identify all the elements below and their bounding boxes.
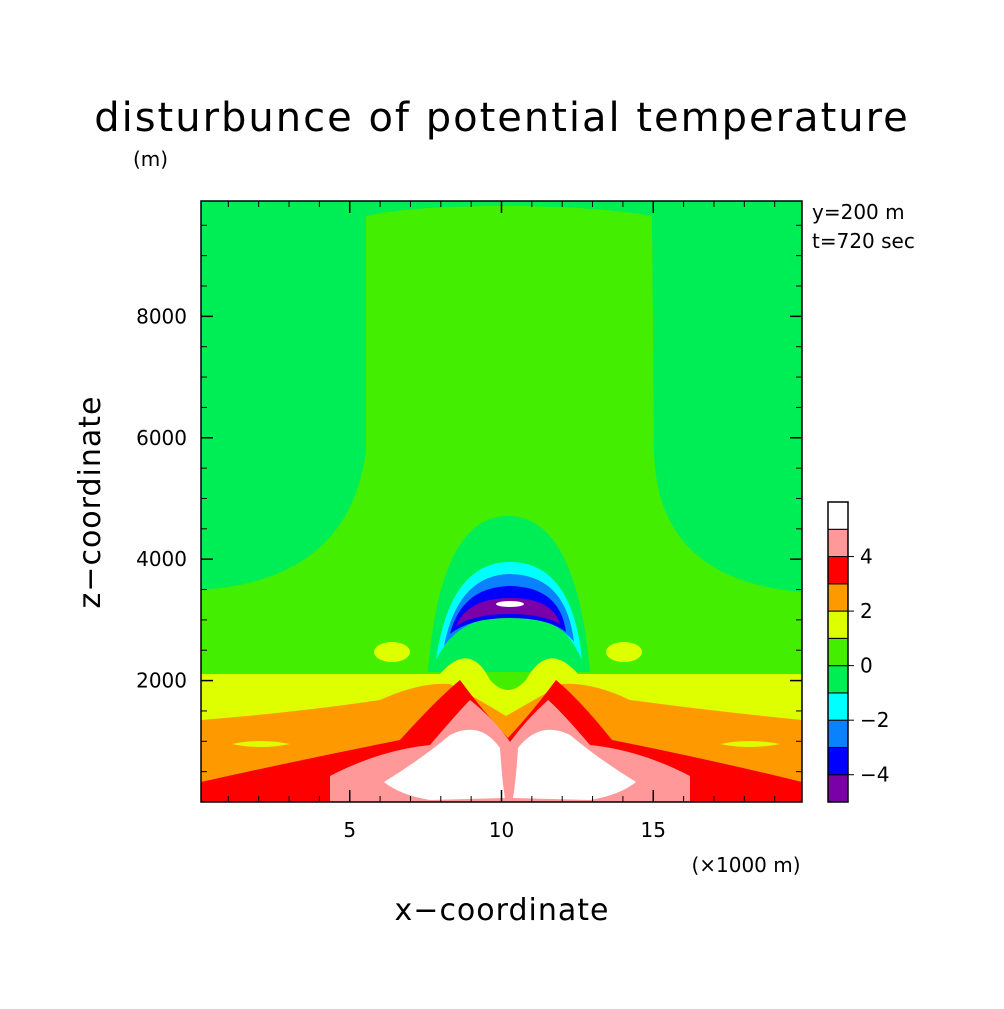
- contour-above-5-right: [513, 729, 636, 800]
- x-axis-label: x−coordinate: [395, 893, 610, 928]
- y-axis-label: z−coordinate: [73, 396, 108, 609]
- colorbar-swatch: [827, 556, 849, 585]
- colorbar-swatch: [827, 746, 849, 776]
- colorbar-swatch: [827, 774, 849, 803]
- colorbar-swatch: [827, 528, 849, 558]
- contour-level-0-to-1: [201, 206, 802, 802]
- x-tick-label: 15: [641, 818, 666, 842]
- colorbar-swatch: [827, 583, 849, 612]
- colorbar-swatch: [827, 665, 849, 694]
- colorbar-swatch: [827, 719, 849, 748]
- x-tick-label: 10: [489, 818, 514, 842]
- y-tick-label: 4000: [136, 547, 187, 571]
- colorbar-swatch: [827, 610, 849, 639]
- colorbar-swatch: [827, 501, 849, 530]
- y-tick-label: 6000: [136, 426, 187, 450]
- contour-field: [201, 201, 802, 802]
- colorbar-swatch: [827, 692, 849, 721]
- y-tick-label: 8000: [136, 304, 187, 328]
- colorbar-tick-label: −2: [860, 708, 889, 732]
- contour-level-minus4-to-minus5: [456, 598, 560, 626]
- x-ticks: 5 10 15: [343, 201, 666, 842]
- colorbar: 4 2 0 −2 −4: [827, 501, 889, 803]
- contour-minimum-core: [496, 601, 524, 607]
- annotation-y: y=200 m: [812, 200, 905, 224]
- chart-title: disturbunce of potential temperature: [94, 95, 910, 141]
- colorbar-swatch: [827, 637, 849, 667]
- colorbar-tick-label: −4: [860, 763, 889, 787]
- colorbar-tick-label: 0: [860, 654, 873, 678]
- colorbar-tick-label: 4: [860, 545, 873, 569]
- annotation-t: t=720 sec: [812, 229, 915, 253]
- plot-axes: 5 10 15 2000 4000 6000 8000: [136, 200, 803, 842]
- x-unit: (×1000 m): [691, 853, 800, 877]
- contour-warm-blob-right: [606, 642, 642, 662]
- colorbar-frame: [827, 501, 849, 803]
- x-tick-label: 5: [343, 818, 356, 842]
- colorbar-tick-label: 2: [860, 599, 873, 623]
- contour-above-5-left: [384, 729, 505, 800]
- y-unit: (m): [133, 147, 168, 171]
- contour-warm-blob-left: [374, 642, 410, 662]
- y-tick-label: 2000: [136, 669, 187, 693]
- y-ticks: 2000 4000 6000 8000: [136, 304, 802, 693]
